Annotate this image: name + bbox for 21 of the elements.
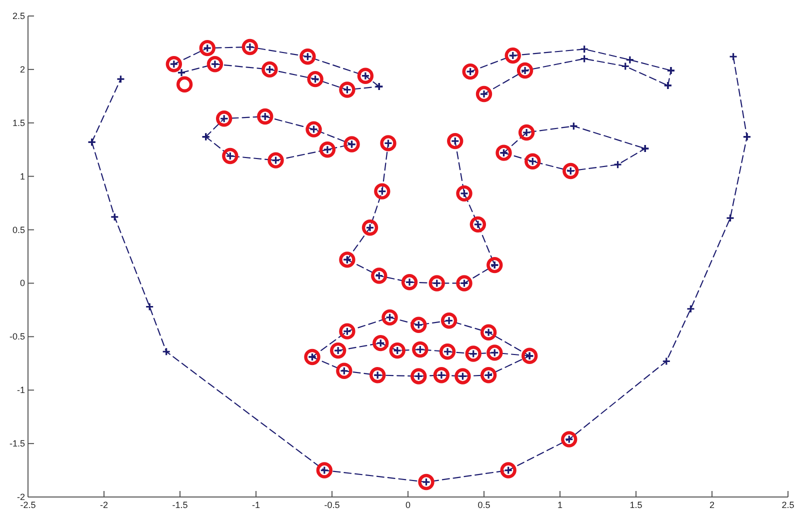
x-tick-label: -1.5 — [172, 500, 188, 510]
x-tick-label: -0.5 — [324, 500, 340, 510]
x-tick-label: -1 — [252, 500, 260, 510]
x-tick-label: 2 — [709, 500, 715, 510]
x-tick-label: 0 — [405, 500, 411, 510]
y-tick-label: 1 — [20, 171, 25, 182]
y-tick-label: 2 — [20, 64, 25, 74]
y-tick-label: -2 — [16, 492, 25, 502]
y-tick-label: 2.5 — [12, 11, 25, 21]
y-tick-label: -0.5 — [9, 332, 25, 342]
x-tick-label: -2 — [100, 500, 108, 510]
y-tick-label: 1.5 — [12, 118, 25, 128]
y-tick-label: -1.5 — [9, 438, 25, 449]
x-tick-label: 0.5 — [478, 500, 490, 510]
y-tick-label: 0.5 — [12, 224, 25, 235]
y-tick-label: -1 — [16, 385, 25, 396]
x-tick-label: -2.5 — [20, 500, 36, 510]
x-tick-label: 1 — [557, 500, 563, 510]
y-tick-label: 0 — [20, 278, 25, 288]
x-tick-label: 2.5 — [782, 500, 794, 510]
x-tick-label: 1.5 — [630, 500, 642, 510]
